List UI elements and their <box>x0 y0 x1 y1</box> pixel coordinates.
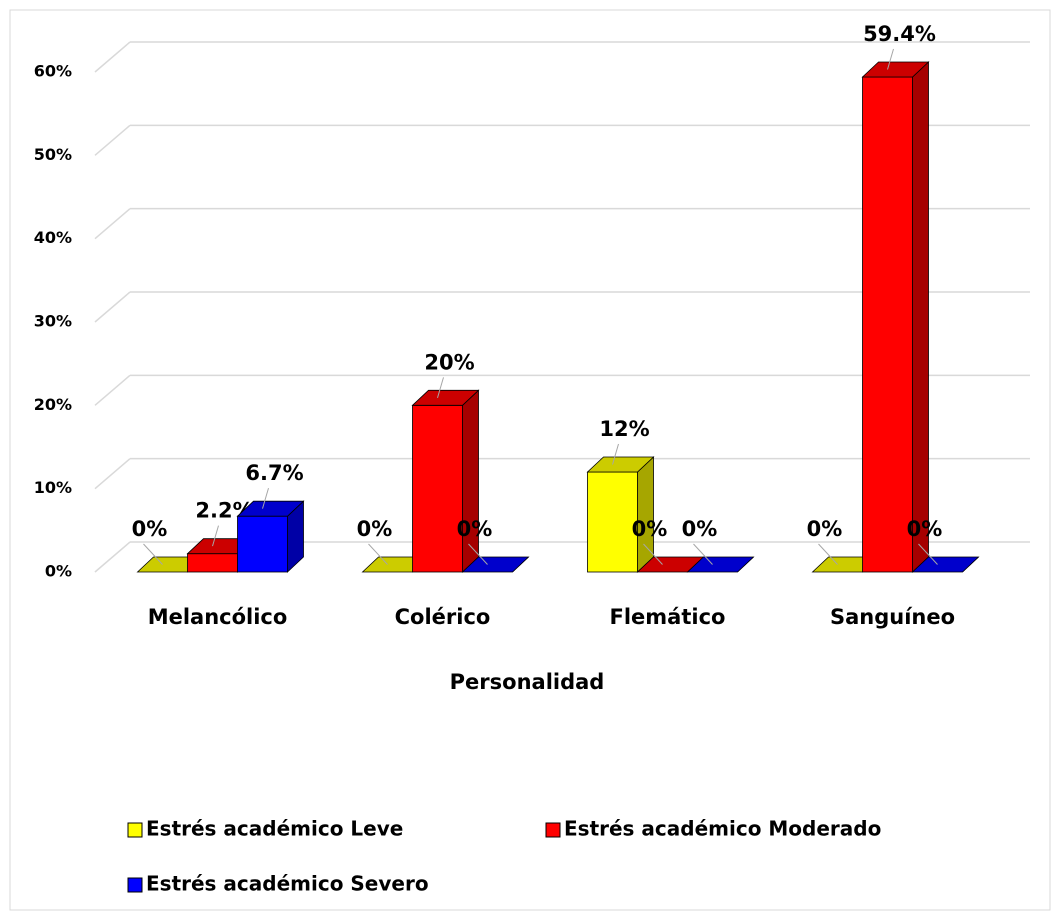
y-tick-label: 30% <box>34 312 72 331</box>
leader-line <box>143 543 163 565</box>
value-label: 20% <box>424 350 474 374</box>
leader-line <box>693 543 713 565</box>
bar-front <box>412 404 463 573</box>
grid-line-side <box>94 541 131 573</box>
grid-line-side <box>94 374 131 406</box>
bar-top <box>686 556 755 573</box>
bar-top <box>861 61 930 78</box>
y-tick-label: 10% <box>34 478 72 497</box>
y-tick-label: 60% <box>34 62 72 81</box>
bar <box>911 556 980 573</box>
grid-line-side <box>94 458 131 490</box>
leader-line <box>818 543 838 565</box>
legend-swatch <box>127 822 143 838</box>
bar-front <box>587 471 638 573</box>
value-label: 0% <box>457 517 493 541</box>
grid-line-side <box>94 124 131 156</box>
y-tick-label: 40% <box>34 228 72 247</box>
leader-line <box>643 543 663 565</box>
leader-line <box>368 543 388 565</box>
bar-front <box>862 76 913 573</box>
bar <box>411 389 480 573</box>
leader-line <box>262 488 269 509</box>
value-label: 0% <box>807 517 843 541</box>
bar <box>686 556 755 573</box>
legend-label: Estrés académico Moderado <box>564 817 881 841</box>
bar <box>461 556 530 573</box>
bar-side <box>912 61 929 573</box>
leader-line <box>887 48 894 70</box>
x-tick-label: Melancólico <box>148 605 288 629</box>
value-label: 0% <box>132 517 168 541</box>
grid-line-side <box>94 291 131 323</box>
grid-line-side <box>94 41 131 73</box>
bar <box>861 61 930 573</box>
y-tick-label: 0% <box>45 562 72 581</box>
bar <box>586 456 655 573</box>
bar-front <box>237 515 288 573</box>
legend-swatch <box>545 822 561 838</box>
bar <box>236 500 305 573</box>
value-label: 0% <box>632 517 668 541</box>
y-tick-label: 20% <box>34 395 72 414</box>
x-tick-label: Flemático <box>610 605 726 629</box>
grid-line-side <box>94 208 131 240</box>
bar-top <box>911 556 980 573</box>
bar-side <box>637 456 654 573</box>
x-tick-label: Colérico <box>395 605 491 629</box>
value-label: 12% <box>599 417 649 441</box>
leader-line <box>612 443 619 465</box>
value-label: 0% <box>682 517 718 541</box>
y-tick-label: 50% <box>34 145 72 164</box>
x-axis-title: Personalidad <box>450 670 605 694</box>
value-label: 0% <box>907 517 943 541</box>
bar-front <box>187 553 238 573</box>
value-label: 0% <box>357 517 393 541</box>
bar-top <box>411 389 480 406</box>
leader-line <box>918 543 938 565</box>
bar-top <box>586 456 655 473</box>
leader-line <box>212 525 219 547</box>
value-label: 59.4% <box>863 22 936 46</box>
leader-line <box>468 543 488 565</box>
legend-label: Estrés académico Severo <box>146 872 429 896</box>
legend-swatch <box>127 877 143 893</box>
legend-label: Estrés académico Leve <box>146 817 403 841</box>
bar-side <box>462 389 479 573</box>
bar-top <box>461 556 530 573</box>
bar-top <box>236 500 305 517</box>
x-tick-label: Sanguíneo <box>830 605 955 629</box>
chart-border <box>9 9 1051 911</box>
leader-line <box>437 377 444 398</box>
value-label: 6.7% <box>245 461 303 485</box>
